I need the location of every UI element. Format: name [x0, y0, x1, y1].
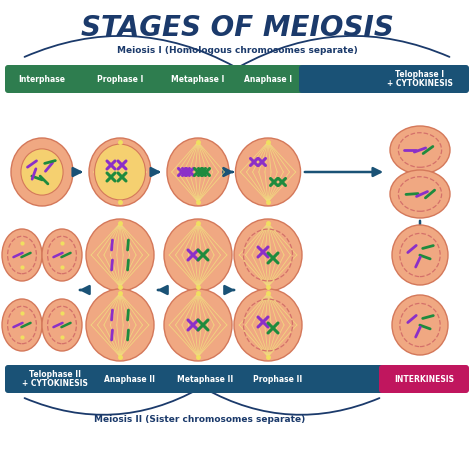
Ellipse shape: [392, 225, 448, 285]
Ellipse shape: [390, 126, 450, 174]
Text: Prophase II: Prophase II: [254, 374, 302, 383]
Text: Telophase II
+ CYTOKINESIS: Telophase II + CYTOKINESIS: [22, 370, 88, 388]
Ellipse shape: [42, 229, 82, 281]
Text: Meiosis II (Sister chromosomes separate): Meiosis II (Sister chromosomes separate): [94, 416, 306, 425]
Ellipse shape: [167, 138, 229, 206]
Text: Interphase: Interphase: [18, 74, 65, 83]
Text: Prophase I: Prophase I: [97, 74, 143, 83]
Ellipse shape: [390, 170, 450, 218]
Text: STAGES OF MEIOSIS: STAGES OF MEIOSIS: [81, 14, 393, 42]
Ellipse shape: [392, 295, 448, 355]
Text: Meiosis I (Homologous chromosomes separate): Meiosis I (Homologous chromosomes separa…: [117, 46, 357, 55]
Ellipse shape: [234, 219, 302, 291]
Ellipse shape: [86, 219, 154, 291]
Text: Anaphase II: Anaphase II: [104, 374, 155, 383]
FancyBboxPatch shape: [5, 65, 305, 93]
Ellipse shape: [234, 289, 302, 361]
Ellipse shape: [2, 229, 42, 281]
FancyBboxPatch shape: [379, 365, 469, 393]
Ellipse shape: [236, 138, 301, 206]
Ellipse shape: [21, 149, 63, 195]
Text: Metaphase I: Metaphase I: [171, 74, 225, 83]
Ellipse shape: [11, 138, 73, 206]
Ellipse shape: [95, 144, 146, 200]
Ellipse shape: [42, 299, 82, 351]
FancyBboxPatch shape: [5, 365, 385, 393]
Ellipse shape: [2, 299, 42, 351]
Text: INTERKINESIS: INTERKINESIS: [394, 374, 454, 383]
Ellipse shape: [164, 289, 232, 361]
Text: Telophase I
+ CYTOKINESIS: Telophase I + CYTOKINESIS: [387, 70, 453, 88]
Ellipse shape: [89, 138, 151, 206]
Text: Metaphase II: Metaphase II: [177, 374, 233, 383]
Ellipse shape: [86, 289, 154, 361]
Text: Anaphase I: Anaphase I: [244, 74, 292, 83]
FancyBboxPatch shape: [299, 65, 469, 93]
Ellipse shape: [164, 219, 232, 291]
